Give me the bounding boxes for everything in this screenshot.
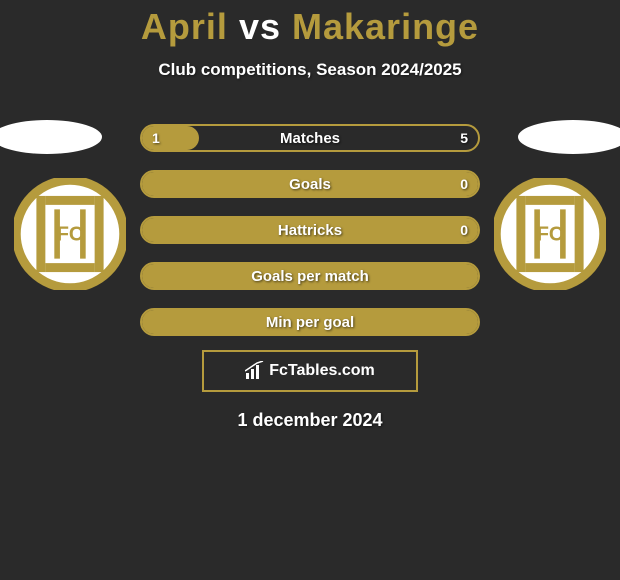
title-player1: April	[141, 6, 228, 47]
stat-label: Matches	[280, 130, 340, 147]
stat-bar-goals: Goals 0	[140, 170, 480, 198]
branding-content: FcTables.com	[245, 361, 375, 381]
stat-label: Min per goal	[266, 314, 354, 331]
stat-fill	[142, 126, 199, 150]
stat-bar-min-per-goal: Min per goal	[140, 308, 480, 336]
comparison-widget: April vs Makaringe Club competitions, Se…	[0, 0, 620, 580]
title-vs: vs	[239, 6, 281, 47]
stat-label: Goals per match	[251, 268, 369, 285]
svg-text:FC: FC	[57, 224, 84, 246]
bar-chart-icon	[245, 361, 265, 381]
title-player2: Makaringe	[292, 6, 479, 47]
stat-label: Hattricks	[278, 222, 342, 239]
page-title: April vs Makaringe	[0, 0, 620, 48]
club-badge-icon: FC	[494, 178, 606, 290]
date-label: 1 december 2024	[0, 410, 620, 431]
club-badge-left: FC	[14, 178, 126, 290]
stat-bar-goals-per-match: Goals per match	[140, 262, 480, 290]
stat-value-right: 0	[460, 222, 468, 238]
club-badge-right: FC	[494, 178, 606, 290]
stat-bar-hattricks: Hattricks 0	[140, 216, 480, 244]
stat-value-left: 1	[152, 130, 160, 146]
stat-value-right: 0	[460, 176, 468, 192]
stat-value-right: 5	[460, 130, 468, 146]
club-badge-icon: FC	[14, 178, 126, 290]
branding-box[interactable]: FcTables.com	[202, 350, 418, 392]
stat-bar-matches: 1 Matches 5	[140, 124, 480, 152]
svg-text:FC: FC	[537, 224, 564, 246]
branding-text: FcTables.com	[269, 362, 375, 380]
stat-label: Goals	[289, 176, 331, 193]
player2-ellipse	[518, 120, 620, 154]
subtitle: Club competitions, Season 2024/2025	[0, 60, 620, 80]
